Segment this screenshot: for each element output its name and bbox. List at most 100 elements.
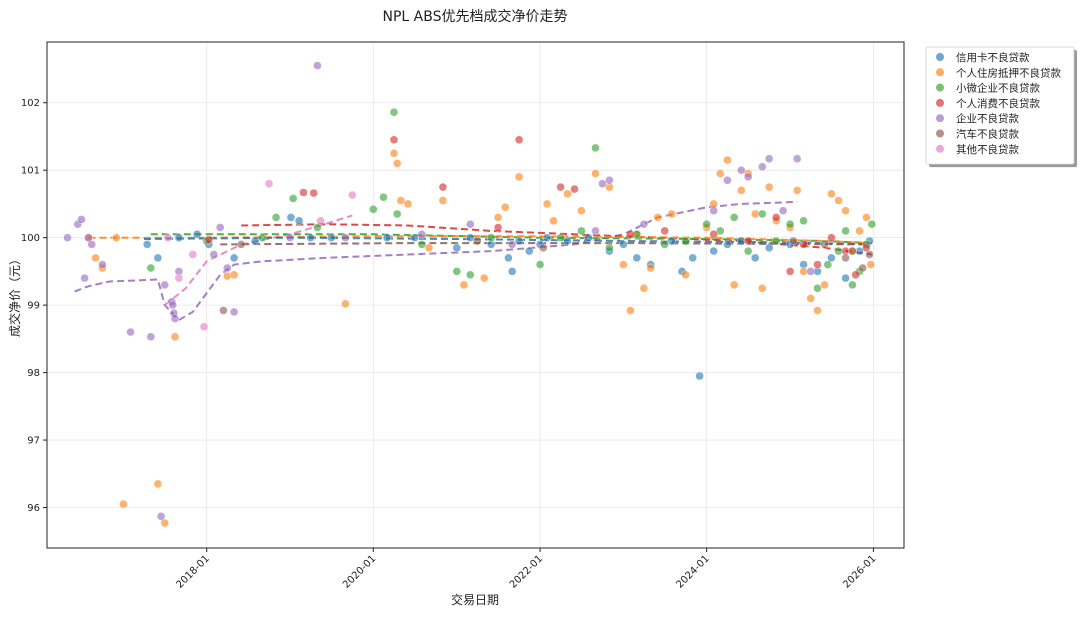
data-point <box>855 226 864 236</box>
data-point <box>858 263 867 273</box>
data-point <box>192 230 202 239</box>
data-point <box>168 300 177 310</box>
data-point <box>204 235 214 244</box>
data-point <box>250 236 260 246</box>
data-point <box>667 236 676 246</box>
series-group <box>163 179 357 331</box>
data-point <box>223 263 232 273</box>
data-point <box>466 270 475 279</box>
data-point <box>660 240 669 249</box>
data-point <box>730 280 739 290</box>
data-point <box>170 332 180 341</box>
data-point <box>535 260 545 269</box>
legend-marker <box>936 83 944 92</box>
data-point <box>730 213 739 222</box>
legend-box <box>925 46 1075 165</box>
y-axis-label: 成交净价（元） <box>7 253 22 337</box>
data-point <box>170 314 180 323</box>
data-point <box>619 240 628 249</box>
data-point <box>758 162 767 172</box>
data-point <box>98 260 107 269</box>
data-point <box>438 196 448 205</box>
data-point <box>723 155 732 165</box>
data-point <box>223 271 232 281</box>
legend: 信用卡不良贷款个人住房抵押不良贷款小微企业不良贷款个人消费不良贷款企业不良贷款汽… <box>925 46 1077 168</box>
x-axis-label: 交易日期 <box>451 592 499 607</box>
data-point <box>765 243 774 253</box>
data-point <box>389 149 399 158</box>
legend-marker <box>936 68 944 77</box>
data-point <box>452 267 461 276</box>
data-point <box>709 246 718 256</box>
data-point <box>681 270 690 279</box>
data-point <box>142 240 152 249</box>
data-point <box>716 169 725 178</box>
y-tick-label: 102 <box>21 98 40 109</box>
data-point <box>765 182 774 192</box>
data-point <box>286 213 296 222</box>
data-point <box>299 188 308 197</box>
data-point <box>848 246 857 256</box>
data-point <box>841 206 850 215</box>
data-point <box>765 154 774 163</box>
data-point <box>660 226 669 236</box>
series-group <box>204 135 871 279</box>
data-point <box>744 246 753 256</box>
data-point <box>646 263 655 273</box>
data-point <box>542 233 552 242</box>
data-point <box>396 196 406 205</box>
data-point <box>793 186 802 195</box>
data-point <box>556 182 565 192</box>
data-point <box>174 273 184 283</box>
data-point <box>160 518 169 528</box>
legend-marker <box>936 144 944 153</box>
data-point <box>813 306 822 315</box>
data-point <box>639 284 649 293</box>
data-point <box>514 172 524 182</box>
data-point <box>848 280 857 290</box>
data-point <box>91 253 100 263</box>
data-point <box>785 267 795 276</box>
y-tick-label: 98 <box>27 368 40 379</box>
data-point <box>605 176 614 185</box>
data-point <box>236 240 246 249</box>
data-point <box>716 226 725 236</box>
data-point <box>403 199 413 209</box>
data-point <box>77 215 86 224</box>
data-point <box>813 284 822 293</box>
data-point <box>146 263 156 273</box>
data-point <box>309 188 318 198</box>
data-point <box>258 233 267 242</box>
data-point <box>229 270 239 279</box>
chart-title: NPL ABS优先档成交净价走势 <box>383 8 568 25</box>
data-point <box>751 209 760 219</box>
data-point <box>834 246 843 256</box>
data-point <box>341 299 350 308</box>
grid-lines <box>47 42 904 548</box>
data-point <box>758 209 767 219</box>
data-point <box>667 209 676 219</box>
data-point <box>570 184 579 194</box>
data-point <box>393 209 402 219</box>
data-point <box>619 260 628 269</box>
data-point <box>591 169 600 178</box>
data-point <box>723 176 732 185</box>
data-point <box>379 192 388 202</box>
data-point <box>820 240 829 249</box>
legend-marker <box>936 98 944 107</box>
data-point <box>389 135 399 145</box>
series-group <box>146 107 876 293</box>
data-point <box>772 236 781 246</box>
y-tick-label: 99 <box>27 301 40 312</box>
series-group <box>219 236 874 315</box>
data-point <box>188 250 198 259</box>
data-point <box>584 233 593 242</box>
data-point <box>539 243 548 253</box>
data-point <box>163 233 173 242</box>
data-point <box>493 213 503 222</box>
data-point <box>508 240 517 249</box>
data-point <box>473 236 482 246</box>
y-tick-label: 100 <box>21 233 40 244</box>
